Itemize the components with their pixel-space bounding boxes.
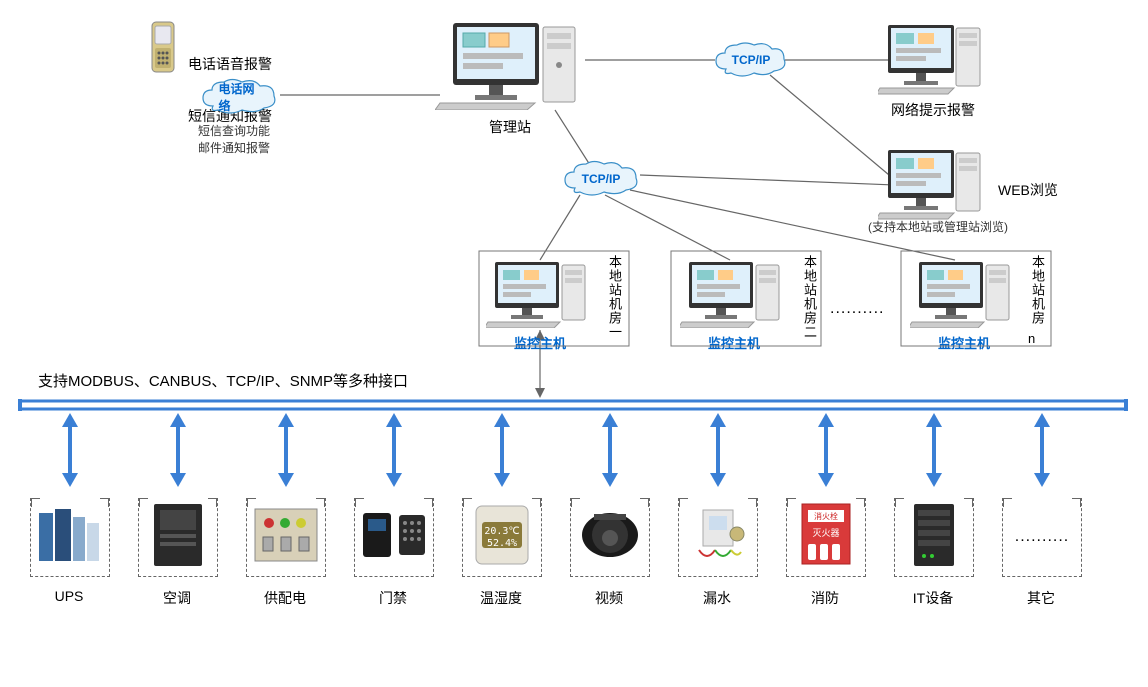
phone-sublabels: 短信查询功能 邮件通知报警 <box>198 122 270 156</box>
mgmt-station: 管理站 <box>435 15 585 137</box>
phone-sublabel-2: 邮件通知报警 <box>198 139 270 156</box>
device-label-ac: 空调 <box>127 588 227 608</box>
tcpip-label-1: TCP/IP <box>732 53 771 67</box>
web-browse-label: WEB浏览 <box>998 180 1058 200</box>
ellipsis-stations: .......... <box>830 300 884 318</box>
device-box-ac <box>138 498 218 577</box>
device-box-fire: 消火栓灭火器 <box>786 498 866 577</box>
device-box-power <box>246 498 326 577</box>
desktop-pc-icon <box>878 145 988 220</box>
device-label-power: 供配电 <box>235 588 335 608</box>
device-box-other: .......... <box>1002 498 1082 577</box>
phone-sublabel-1: 短信查询功能 <box>198 122 270 139</box>
device-box-access <box>354 498 434 577</box>
tcpip-cloud-1: TCP/IP <box>712 42 790 78</box>
device-label-leak: 漏水 <box>667 588 767 608</box>
device-box-leak <box>678 498 758 577</box>
net-alarm-station: 网络提示报警 <box>878 20 988 120</box>
desktop-pc-icon <box>435 15 585 110</box>
device-label-other: 其它 <box>991 588 1091 608</box>
desktop-pc-icon <box>878 20 988 95</box>
phone-network-cloud: 电话网络 <box>198 78 280 116</box>
tcpip-label-2: TCP/IP <box>582 172 621 186</box>
power-icon <box>253 507 319 568</box>
station-box-n <box>900 250 1055 350</box>
it-icon <box>910 502 958 573</box>
svg-text:20.3℃: 20.3℃ <box>484 526 519 537</box>
video-icon <box>580 510 640 565</box>
svg-text:灭火器: 灭火器 <box>812 528 839 538</box>
access-icon <box>359 507 429 568</box>
device-box-video <box>570 498 650 577</box>
phone-icon <box>148 20 178 75</box>
device-box-it <box>894 498 974 577</box>
mgmt-station-label: 管理站 <box>435 117 585 137</box>
svg-text:消火栓: 消火栓 <box>814 511 838 521</box>
web-browse-station <box>878 145 988 225</box>
device-box-ups <box>30 498 110 577</box>
phone-cloud-label: 电话网络 <box>219 80 260 114</box>
tcpip-cloud-2: TCP/IP <box>560 160 642 198</box>
device-label-ups: UPS <box>19 588 119 604</box>
phone-label-1: 电话语音报警 <box>188 54 272 74</box>
web-browse-subtitle: (支持本地站或管理站浏览) <box>868 218 1008 235</box>
other-icon: .......... <box>1015 498 1069 576</box>
net-alarm-label: 网络提示报警 <box>878 100 988 120</box>
bus-protocols-label: 支持MODBUS、CANBUS、TCP/IP、SNMP等多种接口 <box>38 370 408 391</box>
device-label-access: 门禁 <box>343 588 443 608</box>
device-label-video: 视频 <box>559 588 659 608</box>
svg-text:52.4%: 52.4% <box>487 538 517 549</box>
device-label-it: IT设备 <box>883 588 983 608</box>
ups-icon <box>35 505 105 570</box>
phone-device <box>148 20 178 80</box>
station-box-1 <box>478 250 633 350</box>
leak-icon <box>689 506 747 569</box>
device-label-temp: 温湿度 <box>451 588 551 608</box>
station-box-2 <box>670 250 825 350</box>
ac-icon <box>150 502 206 573</box>
diagram-canvas: 电话语音报警 短信通知报警 电话网络 短信查询功能 邮件通知报警 管 <box>0 0 1148 687</box>
device-label-fire: 消防 <box>775 588 875 608</box>
temp-icon: 20.3℃52.4% <box>472 504 532 571</box>
fire-icon: 消火栓灭火器 <box>798 502 854 573</box>
device-box-temp: 20.3℃52.4% <box>462 498 542 577</box>
